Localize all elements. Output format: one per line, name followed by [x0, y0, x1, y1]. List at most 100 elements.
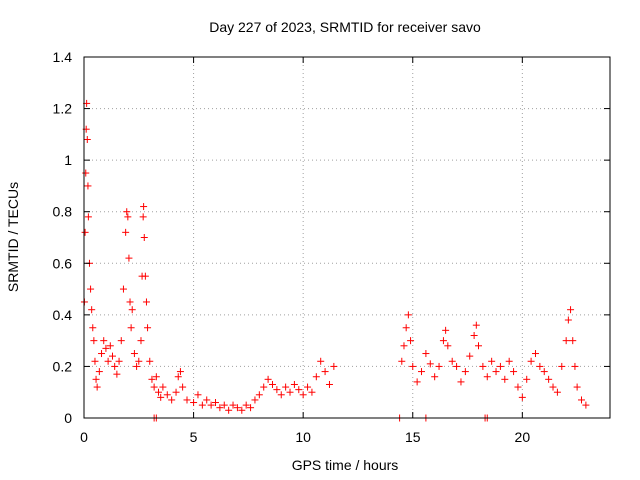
data-point — [144, 324, 152, 332]
data-point — [536, 362, 544, 370]
data-point — [139, 213, 147, 221]
data-point — [111, 362, 119, 370]
data-point — [404, 311, 412, 319]
x-tick-label: 20 — [515, 429, 531, 445]
data-point — [157, 393, 165, 401]
data-point — [100, 337, 108, 345]
data-point — [260, 383, 268, 391]
data-point — [102, 344, 110, 352]
data-point — [321, 368, 329, 376]
data-point — [238, 406, 246, 414]
data-point — [163, 391, 171, 399]
y-tick-label: 0.4 — [53, 307, 73, 323]
data-point — [286, 388, 294, 396]
data-point — [523, 375, 531, 383]
data-point — [470, 331, 478, 339]
data-point — [146, 357, 154, 365]
y-tick-label: 0.6 — [53, 255, 73, 271]
data-point — [501, 375, 509, 383]
plot-frame — [83, 56, 611, 419]
data-point — [194, 391, 202, 399]
data-point — [92, 375, 100, 383]
y-tick-label: 0.2 — [53, 358, 73, 374]
data-point — [117, 337, 125, 345]
data-point — [176, 368, 184, 376]
x-tick-label: 0 — [80, 429, 88, 445]
data-points — [80, 99, 590, 422]
data-point — [183, 396, 191, 404]
data-point — [190, 399, 198, 407]
data-point — [137, 337, 145, 345]
data-point — [247, 404, 255, 412]
axis-ticks: 0 0.2 0.4 0.6 0.8 1 1.2 1.4 0 5 10 15 20 — [53, 49, 610, 445]
data-point — [104, 357, 112, 365]
data-point — [141, 272, 149, 280]
data-point — [106, 342, 114, 350]
data-point — [578, 396, 586, 404]
data-point — [439, 337, 447, 345]
data-point — [400, 342, 408, 350]
data-point — [457, 378, 465, 386]
data-point — [479, 362, 487, 370]
data-point — [461, 368, 469, 376]
data-point — [115, 357, 123, 365]
x-tick-label: 10 — [295, 429, 311, 445]
data-point — [409, 362, 417, 370]
data-point — [255, 391, 263, 399]
data-point — [130, 350, 138, 358]
data-point — [125, 254, 133, 262]
data-point — [492, 368, 500, 376]
data-point — [172, 388, 180, 396]
data-point — [179, 383, 187, 391]
data-point — [282, 383, 290, 391]
y-tick-label: 0.8 — [53, 204, 73, 220]
data-point — [402, 324, 410, 332]
data-point — [264, 375, 272, 383]
data-point — [133, 362, 141, 370]
data-point — [203, 396, 211, 404]
data-point — [216, 404, 224, 412]
data-point — [83, 136, 91, 144]
data-point — [127, 324, 135, 332]
data-point — [233, 404, 241, 412]
data-point — [564, 316, 572, 324]
data-point — [140, 234, 148, 241]
x-tick-label: 5 — [190, 429, 198, 445]
data-point — [330, 362, 338, 370]
data-point — [435, 362, 443, 370]
data-point — [496, 362, 504, 370]
data-point — [122, 228, 130, 236]
data-point — [418, 368, 426, 376]
data-point — [308, 388, 316, 396]
data-point — [304, 383, 312, 391]
data-point — [545, 375, 553, 383]
data-point — [268, 380, 276, 388]
data-point — [571, 362, 579, 370]
data-point — [431, 373, 439, 381]
data-point — [573, 383, 581, 391]
data-point — [398, 357, 406, 365]
data-point — [299, 391, 307, 399]
data-point — [242, 401, 250, 409]
data-point — [505, 357, 513, 365]
data-point — [174, 373, 182, 381]
data-point — [558, 362, 566, 370]
data-point — [277, 391, 285, 399]
data-point — [290, 380, 298, 388]
data-point — [108, 352, 116, 360]
data-point — [466, 352, 474, 360]
data-point — [198, 401, 206, 409]
data-point — [540, 368, 548, 376]
data-point — [124, 213, 132, 221]
data-point — [168, 396, 176, 404]
data-point — [87, 285, 95, 293]
data-point — [514, 383, 522, 391]
data-point — [142, 298, 150, 306]
data-point — [273, 386, 281, 394]
data-point — [312, 373, 320, 381]
data-point — [229, 401, 237, 409]
data-point — [582, 401, 590, 409]
data-point — [159, 383, 167, 391]
data-point — [90, 337, 98, 345]
